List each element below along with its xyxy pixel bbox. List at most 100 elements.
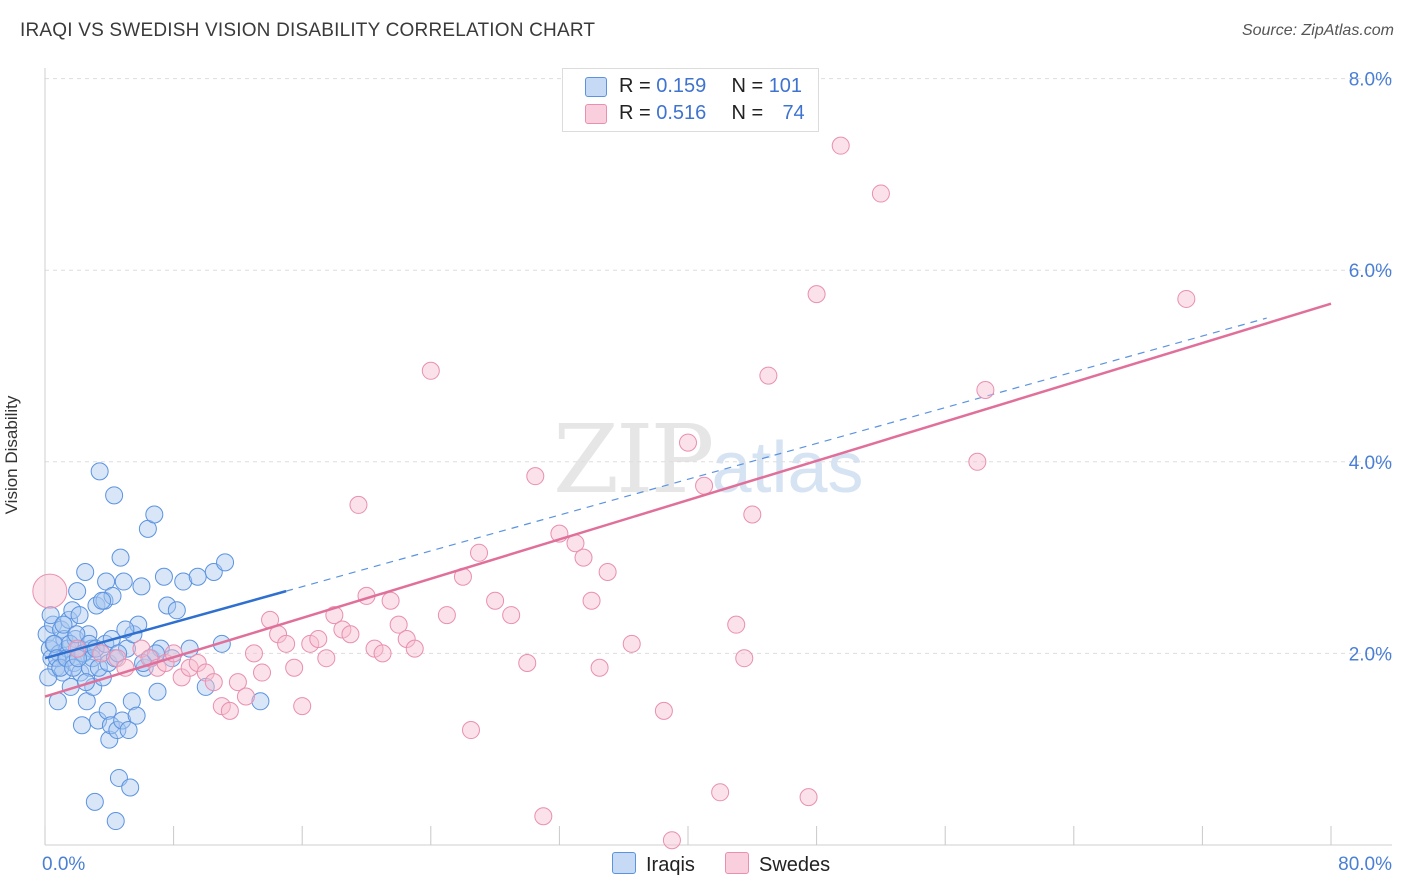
data-point-swedes [228,673,247,692]
data-point-swedes [204,673,223,692]
data-point-swedes [421,361,440,380]
data-point-swedes [373,644,392,663]
data-point-swedes [244,644,263,663]
data-point-swedes [277,634,296,653]
legend-r-label: R = [619,75,657,97]
data-point-swedes [976,380,995,399]
watermark: ZIPatlas [553,405,864,515]
data-point-swedes [486,591,505,610]
trend-lines [44,302,1332,698]
watermark-zip: ZIP [553,405,714,515]
bottom-legend-swatch-swedes [725,852,749,874]
data-point-swedes [389,615,408,634]
data-point-iraqis [154,567,173,586]
bottom-legend-swatch-iraqis [612,852,636,874]
data-point-iraqis [216,553,235,572]
y-tick-labels: 2.0% 4.0% 6.0% 8.0% [1349,70,1392,666]
data-point-iraqis [51,658,70,677]
data-point-swedes [799,788,818,807]
data-point-swedes [735,649,754,668]
trend-line-iraqis [44,589,287,660]
x-tick-max: 80.0% [1338,854,1392,875]
data-point-swedes [309,630,328,649]
legend-text-swedes: R = 0.516 N = 74 [619,102,805,125]
data-point-iraqis [111,548,130,567]
data-point-swedes [349,495,368,514]
legend-n-value-swedes: 74 [782,102,805,124]
data-point-iraqis [89,658,108,677]
data-point-iraqis [103,586,122,605]
data-point-iraqis [122,692,141,711]
trend-line-swedes [44,302,1332,698]
data-point-swedes [236,687,255,706]
data-point-swedes [253,663,272,682]
data-point-swedes [727,615,746,634]
data-point-iraqis [105,486,124,505]
watermark-atlas: atlas [711,428,864,508]
data-point-iraqis [127,706,146,725]
data-point-swedes [807,285,826,304]
data-point-swedes [1177,289,1196,308]
data-point-swedes [285,658,304,677]
data-point-swedes [518,653,537,672]
data-point-swedes [526,467,545,486]
chart-title: IRAQI VS SWEDISH VISION DISABILITY CORRE… [20,20,596,41]
gridlines [45,78,1392,654]
series-iraqis [37,462,270,831]
legend-text-iraqis: R = 0.159 N = 101 [619,75,802,98]
data-point-swedes [574,548,593,567]
data-point-swedes [695,476,714,495]
data-point-swedes [325,606,344,625]
data-point-swedes [654,701,673,720]
bottom-legend-label-swedes: Swedes [759,854,831,876]
data-point-iraqis [70,606,89,625]
data-point-iraqis [93,591,112,610]
source-label: Source: ZipAtlas.com [1241,22,1394,39]
legend-n-label: N = [731,75,769,97]
data-point-swedes [220,701,239,720]
data-point-swedes [871,184,890,203]
data-point-iraqis [167,601,186,620]
data-point-swedes [405,639,424,658]
legend-n-value-iraqis: 101 [768,75,803,97]
bottom-legend-swedes: Swedes [725,852,830,877]
data-point-swedes [32,573,68,609]
data-point-swedes [590,658,609,677]
y-tick-label: 2.0% [1349,644,1392,665]
data-point-iraqis [113,711,132,730]
data-point-iraqis [98,701,117,720]
data-point-swedes [470,543,489,562]
x-tick-min: 0.0% [42,854,85,875]
data-point-swedes [711,783,730,802]
data-point-iraqis [68,582,87,601]
data-point-iraqis [72,716,91,735]
data-point-swedes [502,606,521,625]
data-point-iraqis [44,634,63,653]
data-point-iraqis [39,668,58,687]
data-point-swedes [293,697,312,716]
data-point-iraqis [85,792,104,811]
data-point-iraqis [67,625,86,644]
data-point-iraqis [188,567,207,586]
data-point-iraqis [90,462,109,481]
data-point-iraqis [114,572,133,591]
data-point-swedes [317,649,336,668]
data-point-swedes [534,807,553,826]
data-point-iraqis [106,812,125,831]
y-tick-label: 6.0% [1349,261,1392,282]
data-point-iraqis [119,721,138,740]
legend-swatch-iraqis [585,77,607,97]
data-point-iraqis [132,577,151,596]
data-point-swedes [437,606,456,625]
data-point-swedes [743,505,762,524]
y-tick-label: 4.0% [1349,453,1392,474]
bottom-legend-iraqis: Iraqis [612,852,695,877]
data-point-iraqis [121,778,140,797]
series-swedes [32,98,1196,850]
data-point-swedes [968,452,987,471]
data-point-iraqis [145,505,164,524]
bottom-legend-label-iraqis: Iraqis [646,854,695,876]
data-point-iraqis [54,615,73,634]
data-point-iraqis [148,682,167,701]
